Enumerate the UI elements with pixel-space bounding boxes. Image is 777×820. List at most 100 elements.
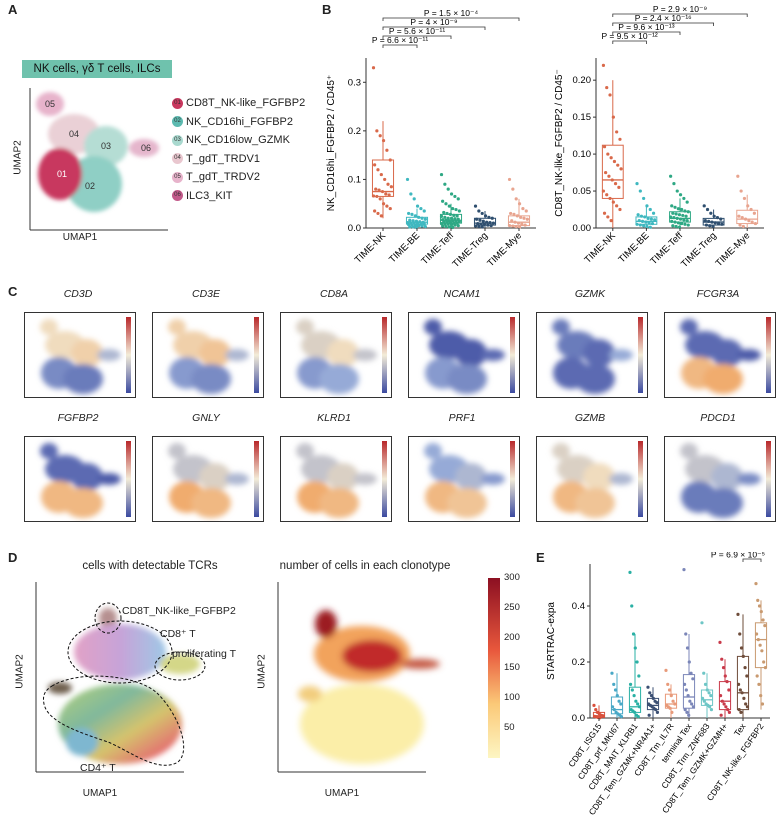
data-point [687, 660, 691, 664]
data-point [612, 682, 616, 686]
data-point [519, 215, 523, 219]
data-point [682, 196, 686, 201]
panel-d-right-ylabel: UMAP2 [256, 654, 268, 689]
data-point [644, 220, 648, 224]
data-point [738, 632, 742, 636]
data-point [738, 688, 742, 692]
data-point [378, 197, 382, 201]
data-point [676, 207, 680, 211]
data-point [648, 225, 652, 229]
legend-label: T_gdT_TRDV2 [186, 171, 260, 184]
panel-d-colorbar [488, 578, 500, 758]
data-point [702, 204, 706, 208]
data-point [439, 172, 444, 177]
data-point [724, 705, 728, 709]
data-point [671, 211, 675, 215]
panel-a-xlabel: UMAP1 [62, 232, 98, 243]
gene-label-pdcd1: PDCD1 [700, 412, 736, 424]
data-point [646, 685, 650, 689]
legend-item-05: 05 T_gdT_TRDV2 [172, 168, 332, 187]
data-point [720, 222, 724, 226]
data-point [447, 204, 451, 208]
data-point [691, 705, 696, 709]
box-CD8T_MAIT_KLRB1 [628, 634, 642, 718]
data-point [418, 220, 422, 224]
data-point [736, 174, 740, 178]
data-point [441, 199, 445, 203]
data-point [609, 219, 613, 223]
data-point [723, 674, 727, 678]
y-tick-label: 0.10 [573, 149, 592, 160]
data-point [637, 705, 642, 709]
data-point [442, 210, 446, 215]
data-point [709, 211, 713, 215]
legend-swatch: 05 [172, 171, 183, 183]
data-point [687, 713, 691, 717]
gene-label-fcgr3a: FCGR3A [696, 288, 740, 300]
x-tick-label: TIME-NK [583, 230, 619, 266]
data-point [654, 708, 658, 712]
data-point [689, 671, 693, 675]
data-point [411, 225, 415, 229]
feature-colorbar [766, 317, 771, 393]
data-point [631, 632, 636, 636]
data-point [668, 706, 672, 710]
colorbar-tick: 100 [504, 692, 520, 703]
data-point [384, 192, 388, 196]
data-point [747, 219, 751, 223]
data-point [739, 189, 743, 193]
data-point [686, 223, 690, 227]
data-point [389, 185, 393, 189]
data-point [703, 682, 708, 686]
data-point [635, 222, 639, 226]
data-point [385, 148, 389, 152]
panel-b-left-chart: 0.00.10.20.3TIME-NKTIME-BETIME-TeffTIME-… [326, 8, 536, 270]
data-point [516, 221, 521, 225]
legend-label: T_gdT_TRDV1 [186, 152, 260, 165]
data-point [455, 221, 459, 225]
data-point [675, 216, 679, 220]
data-point [411, 219, 415, 223]
data-point [720, 699, 724, 703]
data-point [675, 189, 679, 193]
data-point [680, 207, 684, 212]
data-point [475, 217, 479, 221]
svg-text:05: 05 [45, 99, 55, 109]
data-point [749, 207, 753, 212]
data-point [742, 196, 747, 201]
feature-plot-cd3e [152, 312, 264, 398]
data-point [517, 202, 522, 206]
data-point [482, 223, 487, 227]
data-point [740, 691, 744, 695]
data-point [373, 209, 377, 213]
tcr-label-cd8: CD8⁺ T [160, 628, 196, 640]
cluster-03-blob [84, 126, 128, 166]
data-point [673, 220, 677, 224]
data-point [707, 219, 711, 223]
data-point [645, 204, 649, 208]
data-point [481, 219, 485, 223]
legend-label: NK_CD16low_GZMK [186, 134, 290, 147]
data-point [388, 206, 392, 211]
data-point [604, 170, 608, 175]
data-point [446, 187, 450, 191]
panel-b-letter: B [322, 2, 332, 17]
panel-a-ylabel: UMAP2 [12, 140, 24, 175]
data-point [727, 688, 731, 692]
data-point [606, 152, 610, 156]
panel-a-letter: A [8, 2, 18, 17]
data-point [491, 221, 495, 225]
data-point [417, 215, 421, 219]
data-point [453, 217, 457, 221]
data-point [612, 159, 617, 164]
feature-colorbar [638, 317, 643, 393]
data-point [682, 568, 686, 572]
x-tick-label: TIME-Treg [450, 230, 490, 270]
data-point [441, 218, 445, 222]
data-point [374, 187, 378, 191]
data-point [704, 223, 709, 227]
data-point [703, 219, 707, 223]
legend-label: NK_CD16hi_FGFBP2 [186, 115, 293, 128]
data-point [473, 224, 478, 228]
data-point [441, 224, 445, 228]
